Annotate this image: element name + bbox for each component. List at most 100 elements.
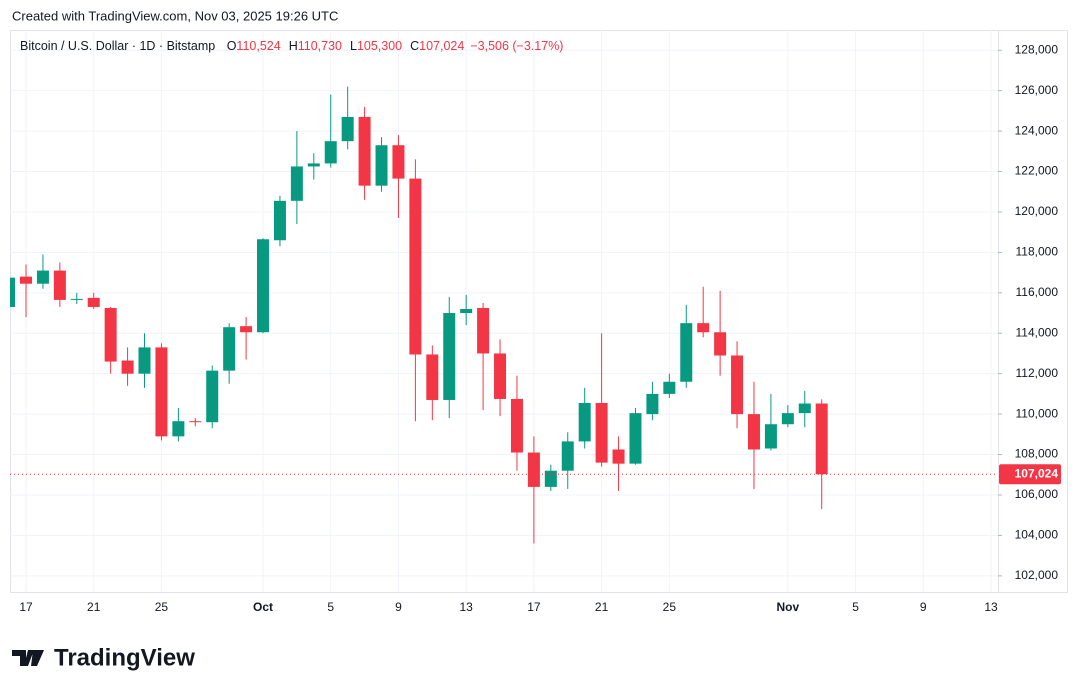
logo-icon xyxy=(12,650,44,666)
y-tick-label: 122,000 xyxy=(1015,164,1059,178)
x-tick-label: 17 xyxy=(19,600,33,614)
legend-key: H xyxy=(289,39,298,53)
x-tick-label: 5 xyxy=(327,600,334,614)
candles xyxy=(10,86,828,544)
logo: TradingView xyxy=(12,644,195,671)
candle-body xyxy=(223,327,236,371)
candle-body xyxy=(273,200,286,241)
plot-frame xyxy=(10,30,1068,593)
candle-body xyxy=(290,166,303,201)
candle-body xyxy=(595,402,608,463)
candle-body xyxy=(10,277,16,307)
x-tick-label: 21 xyxy=(87,600,101,614)
candle-body xyxy=(714,332,727,356)
candle-body xyxy=(324,141,337,164)
candle-body xyxy=(121,360,134,374)
x-tick-label: 9 xyxy=(395,600,402,614)
x-tick-label: 13 xyxy=(984,600,998,614)
candle-body xyxy=(53,270,66,300)
candle-body xyxy=(409,178,422,355)
y-tick-label: 116,000 xyxy=(1016,285,1059,299)
logo-dot xyxy=(27,650,33,656)
candle-body xyxy=(561,441,574,471)
credit: Created with TradingView.com, Nov 03, 20… xyxy=(12,8,338,23)
y-tick-label: 124,000 xyxy=(1015,123,1059,137)
grid xyxy=(10,30,998,592)
y-tick-label: 108,000 xyxy=(1015,447,1059,461)
y-tick-label: 120,000 xyxy=(1015,204,1059,218)
candle-body xyxy=(155,347,168,437)
candle-body xyxy=(443,313,456,400)
logo-text: TradingView xyxy=(54,644,195,671)
x-tick-label: Nov xyxy=(777,600,800,614)
candle-body xyxy=(189,421,202,423)
y-tick-label: 106,000 xyxy=(1015,487,1059,501)
legend-value: 110,524 xyxy=(236,39,280,53)
x-tick-label: 5 xyxy=(852,600,859,614)
legend-key: C xyxy=(410,39,419,53)
candle-body xyxy=(646,393,659,415)
y-tick-label: 114,000 xyxy=(1016,325,1059,339)
candle-body xyxy=(477,307,490,354)
legend-key: O xyxy=(227,39,237,53)
candle-body xyxy=(375,145,388,186)
legend-value: 110,730 xyxy=(298,39,342,53)
candle-body xyxy=(815,403,828,475)
y-tick-label: 126,000 xyxy=(1015,83,1059,97)
x-tick-label: 9 xyxy=(920,600,927,614)
y-tick-label: 112,000 xyxy=(1016,366,1059,380)
y-tick-label: 102,000 xyxy=(1015,568,1059,582)
candle-body xyxy=(612,449,625,464)
last-price-box xyxy=(999,464,1061,485)
candle-body xyxy=(257,239,270,333)
candle-body xyxy=(392,145,405,179)
last-price-label: 107,024 xyxy=(1015,466,1059,480)
candle-body xyxy=(781,413,794,425)
candle-body xyxy=(172,421,185,437)
candle-body xyxy=(798,403,811,414)
legend-value: 105,300 xyxy=(357,39,402,53)
candle-body xyxy=(36,270,49,284)
candle-body xyxy=(138,347,151,374)
candle-body xyxy=(663,381,676,394)
legend-change: −3,506 (−3.17%) xyxy=(470,39,563,53)
candle-body xyxy=(358,116,371,186)
candle-body xyxy=(764,424,777,449)
candle-body xyxy=(206,370,219,423)
legend-header: Bitcoin / U.S. Dollar · 1D · Bitstamp O1… xyxy=(20,39,563,53)
x-tick-label: 21 xyxy=(595,600,609,614)
candle-body xyxy=(731,355,744,415)
candle-body xyxy=(680,323,693,382)
candle-body xyxy=(697,323,710,333)
candle-body xyxy=(578,402,591,442)
x-tick-label: Oct xyxy=(253,600,273,614)
candle-body xyxy=(494,353,507,399)
candle-body xyxy=(240,326,253,333)
candle-body xyxy=(527,452,540,487)
candle-body xyxy=(629,413,642,464)
candle-body xyxy=(87,297,100,307)
legend-value: 107,024 xyxy=(419,39,464,53)
candle-body xyxy=(341,116,354,142)
candle-body xyxy=(426,354,439,400)
y-tick-label: 118,000 xyxy=(1016,245,1059,259)
candle-body xyxy=(20,276,32,284)
y-tick-label: 128,000 xyxy=(1015,42,1059,56)
candle-body xyxy=(460,308,473,314)
symbol-title: Bitcoin / U.S. Dollar · 1D · Bitstamp xyxy=(20,39,215,53)
axes: 102,000 104,000 106,000 108,000 110,000 112,0… xyxy=(10,42,1061,614)
x-tick-label: 13 xyxy=(459,600,473,614)
candle-body xyxy=(747,414,760,450)
x-tick-label: 17 xyxy=(527,600,541,614)
candle-body xyxy=(510,398,523,453)
legend-key: L xyxy=(350,39,357,53)
candle-body xyxy=(70,298,83,300)
y-tick-label: 104,000 xyxy=(1015,528,1059,542)
x-tick-label: 25 xyxy=(663,600,677,614)
candle-body xyxy=(544,470,557,487)
candle-body xyxy=(307,163,320,167)
y-tick-label: 110,000 xyxy=(1016,406,1059,420)
candle-body xyxy=(104,307,117,362)
x-tick-label: 25 xyxy=(155,600,169,614)
